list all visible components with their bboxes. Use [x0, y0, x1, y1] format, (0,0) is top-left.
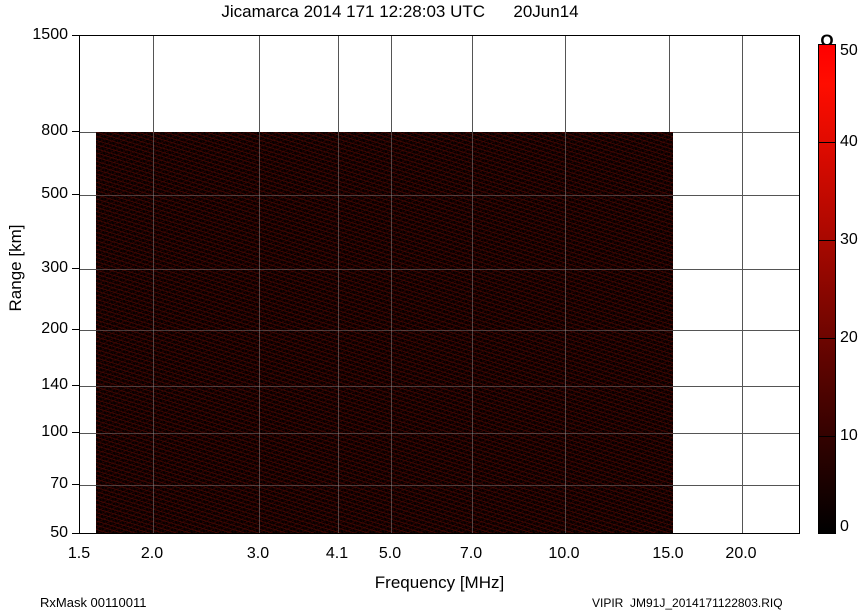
- ytick-label: 70: [50, 475, 68, 492]
- colorbar-tick: [818, 240, 836, 241]
- gridline-horizontal-overlay: [96, 433, 673, 434]
- ytick-mark: [72, 329, 79, 330]
- colorbar-tick: [818, 142, 836, 143]
- gridline-horizontal-overlay: [96, 485, 673, 486]
- page-title: Jicamarca 2014 171 12:28:03 UTC 20Jun14: [221, 2, 579, 21]
- xtick-label: 10.0: [548, 545, 580, 562]
- gridline-horizontal-overlay: [96, 330, 673, 331]
- gridline-horizontal-overlay: [96, 269, 673, 270]
- ytick-mark: [72, 432, 79, 433]
- plot-area: [79, 35, 800, 534]
- ytick-mark: [72, 35, 79, 36]
- source-file-footer: VIPIR JM91J_2014171122803.RIQ: [592, 596, 783, 610]
- colorbar-tick-label: 20: [840, 329, 858, 346]
- xtick-label: 3.0: [246, 545, 270, 562]
- ytick-mark: [72, 268, 79, 269]
- gridline-vertical-overlay: [153, 132, 154, 533]
- rxmask-footer: RxMask 00110011: [40, 595, 147, 610]
- xtick-label: 15.0: [652, 545, 684, 562]
- ytick-label: 300: [41, 259, 68, 276]
- ytick-label: 800: [41, 122, 68, 139]
- ytick-label: 50: [50, 524, 68, 541]
- xtick-label: 5.0: [378, 545, 402, 562]
- ionogram-data-raster: [96, 132, 673, 533]
- gridline-vertical-overlay: [565, 132, 566, 533]
- ytick-label: 1500: [32, 26, 68, 43]
- ytick-mark: [72, 194, 79, 195]
- gridline-vertical: [742, 36, 743, 533]
- colorbar-tick-label: 50: [840, 42, 858, 59]
- colorbar-tick: [818, 338, 836, 339]
- colorbar-tick-label: 30: [840, 231, 858, 248]
- ytick-mark: [72, 131, 79, 132]
- ytick-mark: [72, 385, 79, 386]
- ytick-label: 140: [41, 376, 68, 393]
- gridline-vertical-overlay: [259, 132, 260, 533]
- ytick-mark: [72, 533, 79, 534]
- xtick-label: 2.0: [140, 545, 164, 562]
- colorbar-tick-label: 40: [840, 133, 858, 150]
- ytick-label: 200: [41, 320, 68, 337]
- gridline-horizontal-overlay: [96, 195, 673, 196]
- xtick-label: 7.0: [459, 545, 483, 562]
- xtick-label: 4.1: [325, 545, 349, 562]
- colorbar-tick-label: 10: [840, 427, 858, 444]
- colorbar-gradient: [818, 44, 836, 534]
- gridline-vertical-overlay: [338, 132, 339, 533]
- gridline-horizontal-overlay: [96, 386, 673, 387]
- colorbar-tick: [818, 436, 836, 437]
- ytick-mark: [72, 484, 79, 485]
- xtick-label: 20.0: [725, 545, 757, 562]
- x-axis-title: Frequency [MHz]: [374, 573, 505, 592]
- ytick-label: 100: [41, 423, 68, 440]
- gridline-vertical-overlay: [472, 132, 473, 533]
- colorbar-tick-label: 0: [840, 518, 849, 535]
- y-axis-title: Range [km]: [6, 224, 25, 312]
- xtick-label: 1.5: [67, 545, 91, 562]
- colorbar: [818, 44, 836, 534]
- gridline-vertical-overlay: [391, 132, 392, 533]
- ytick-label: 500: [41, 185, 68, 202]
